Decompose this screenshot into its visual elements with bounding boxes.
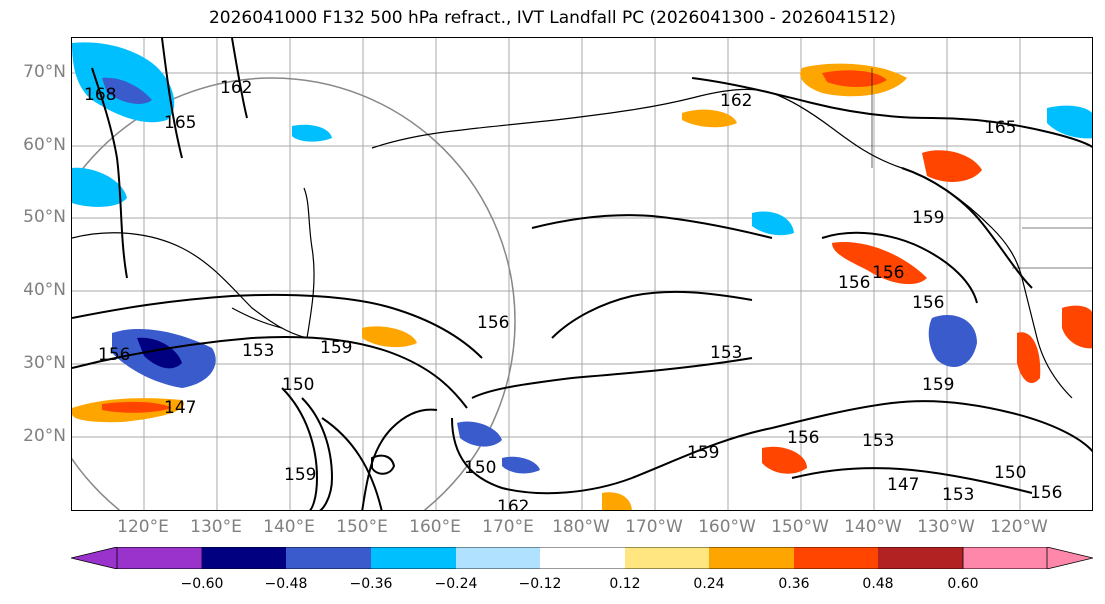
- contour-label: 162: [220, 78, 252, 98]
- lon-label: 120°E: [117, 517, 169, 537]
- lon-label: 140°W: [844, 517, 902, 537]
- contour-label: 156: [477, 313, 509, 333]
- contour-label: 162: [497, 497, 529, 511]
- anomaly-patch: [922, 150, 982, 182]
- colorbar-segment: [625, 547, 709, 569]
- colorbar-tick-label: 0.48: [862, 576, 894, 592]
- anomaly-patch: [102, 401, 172, 413]
- anomaly-patch: [502, 456, 540, 474]
- anomaly-patch: [137, 337, 182, 369]
- lon-label: 170°E: [482, 517, 534, 537]
- contour-label: 165: [164, 113, 196, 133]
- lat-label: 60°N: [23, 135, 66, 155]
- anomaly-patch: [72, 167, 127, 207]
- contour-label: 156: [912, 293, 944, 313]
- colorbar-segment: [709, 547, 794, 569]
- colorbar-segment: [456, 547, 540, 569]
- anomaly-patch: [762, 446, 807, 474]
- lat-label: 40°N: [23, 280, 66, 300]
- borders: [871, 68, 1092, 269]
- contour-label: 147: [164, 398, 196, 418]
- range-circle: [72, 77, 516, 510]
- lon-label: 140°E: [263, 517, 315, 537]
- colorbar-segment: [371, 547, 456, 569]
- lon-label: 130°E: [190, 517, 242, 537]
- map-title: 2026041000 F132 500 hPa refract., IVT La…: [208, 8, 896, 28]
- contour-label: 168: [84, 85, 116, 105]
- anomaly-patch: [292, 124, 332, 142]
- colorbar-tick-label: −0.24: [434, 576, 478, 592]
- contour-label: 159: [284, 465, 316, 485]
- lat-label: 50°N: [23, 207, 66, 227]
- colorbar-tick-label: −0.60: [180, 576, 224, 592]
- anomaly-patch: [752, 211, 794, 236]
- colorbar-segment: [202, 547, 286, 569]
- anomaly-patch: [1047, 105, 1092, 139]
- lat-label: 20°N: [23, 426, 66, 446]
- anomaly-patch: [1062, 305, 1092, 349]
- anomaly-patch: [102, 77, 152, 104]
- lon-label: 160°E: [409, 517, 461, 537]
- lon-label: 150°W: [771, 517, 829, 537]
- lon-label: 160°W: [698, 517, 756, 537]
- anomaly-patch: [822, 70, 887, 87]
- colorbar-tick-label: −0.36: [349, 576, 393, 592]
- anomaly-patch: [682, 109, 737, 128]
- anomaly-patch: [362, 326, 417, 348]
- map-canvas: 168 165 162 165 162 159 156 156 159 156 …: [72, 38, 1092, 511]
- contour-label: 153: [710, 343, 742, 363]
- graticule: [72, 38, 1092, 510]
- anomaly-patches: [72, 42, 1092, 510]
- colorbar-segment: [286, 547, 371, 569]
- contour-label: 156: [838, 273, 870, 293]
- lon-label: 120°W: [990, 517, 1048, 537]
- colorbar-segment: [540, 547, 625, 569]
- lon-label: 150°E: [336, 517, 388, 537]
- contour-label: 147: [887, 475, 919, 495]
- anomaly-patch: [1017, 332, 1041, 383]
- colorbar-tick-label: −0.12: [518, 576, 562, 592]
- colorbar-segment: [962, 547, 1093, 569]
- map-panel: 168 165 162 165 162 159 156 156 159 156 …: [71, 37, 1093, 511]
- contour-label: 150: [994, 463, 1026, 483]
- contour-label: 159: [687, 443, 719, 463]
- anomaly-patch: [832, 242, 927, 285]
- contour-label: 150: [282, 375, 314, 395]
- contour-label: 153: [862, 431, 894, 451]
- anomaly-patch: [602, 492, 632, 510]
- lon-label: 180°W: [552, 517, 610, 537]
- colorbar-segment: [794, 547, 878, 569]
- anomaly-patch: [457, 421, 502, 447]
- contour-label: 153: [242, 341, 274, 361]
- contour-labels: 168 165 162 165 162 159 156 156 159 156 …: [84, 78, 1062, 511]
- colorbar-segment: [878, 547, 963, 569]
- colorbar-tick-label: 0.12: [609, 576, 641, 592]
- contour-label: 156: [98, 345, 130, 365]
- contour-label: 150: [464, 458, 496, 478]
- contour-label: 153: [942, 485, 974, 505]
- contour-label: 162: [720, 91, 752, 111]
- contour-label: 156: [787, 428, 819, 448]
- lon-label: 130°W: [917, 517, 975, 537]
- lat-label: 30°N: [23, 353, 66, 373]
- colorbar-tick-label: −0.48: [264, 576, 308, 592]
- colorbar-segment: [71, 547, 203, 569]
- contours: [72, 38, 1092, 510]
- contour-label: 165: [984, 118, 1016, 138]
- contour-label: 156: [1030, 483, 1062, 503]
- contour-label: 156: [872, 263, 904, 283]
- lat-label: 70°N: [23, 62, 66, 82]
- contour-label: 159: [922, 375, 954, 395]
- colorbar-tick-label: 0.24: [693, 576, 725, 592]
- contour-label: 159: [320, 338, 352, 358]
- colorbar: [71, 547, 1093, 569]
- coastlines: [72, 88, 1073, 399]
- lon-label: 170°W: [625, 517, 683, 537]
- colorbar-tick-label: 0.60: [947, 576, 979, 592]
- colorbar-tick-label: 0.36: [778, 576, 810, 592]
- contour-label: 159: [912, 208, 944, 228]
- anomaly-patch: [928, 315, 977, 367]
